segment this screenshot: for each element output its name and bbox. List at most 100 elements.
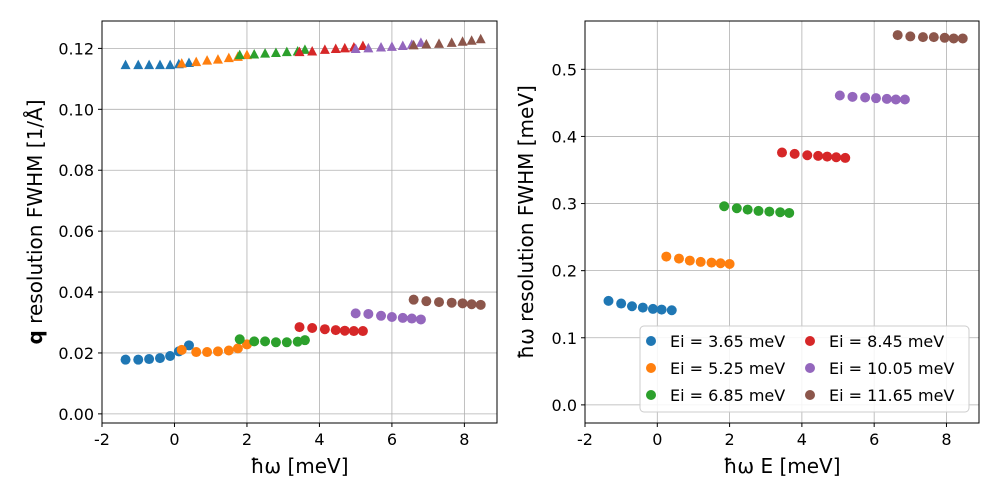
left-point-circle <box>434 297 445 308</box>
left-ytick-label: 0.12 <box>58 39 94 58</box>
legend-label: Ei = 8.45 meV <box>829 332 944 351</box>
left-ytick-label: 0.00 <box>58 405 94 424</box>
right-series-3 <box>719 201 795 218</box>
right-xtick-label: 4 <box>797 430 807 449</box>
right-point <box>673 253 684 264</box>
right-point <box>802 150 813 161</box>
right-point <box>860 92 871 103</box>
left-series-5 <box>350 37 426 325</box>
right-point <box>775 207 786 218</box>
left-point-triangle <box>281 46 292 57</box>
right-point <box>719 201 730 212</box>
left-point-circle <box>202 347 213 358</box>
legend-item: Ei = 11.65 meV <box>805 386 954 405</box>
left-ytick-label: 0.06 <box>58 222 94 241</box>
right-point <box>753 205 764 216</box>
right-point <box>777 147 787 158</box>
legend-box <box>639 325 970 413</box>
left-point-triangle <box>299 44 310 54</box>
left-point-circle <box>133 354 144 365</box>
right-point <box>706 257 717 268</box>
legend-item: Ei = 6.85 meV <box>646 386 785 405</box>
right-xtick-label: 0 <box>652 430 662 449</box>
left-point-circle <box>421 296 432 307</box>
legend-label: Ei = 11.65 meV <box>829 386 954 405</box>
right-ytick-label: 0.5 <box>552 60 577 79</box>
left-ylabel-bold: q <box>23 330 47 344</box>
left-point-triangle <box>133 59 144 70</box>
right-point <box>616 298 627 309</box>
right-point <box>881 93 892 104</box>
left-point-circle <box>457 298 468 309</box>
left-plot: -2 0 2 4 6 8 0.00 0.02 0.04 0.06 0.08 0.10 0.12 ħω [m… <box>23 20 498 478</box>
left-ytick-label: 0.02 <box>58 344 94 363</box>
left-ylabel-text: resolution FWHM [1/Å] <box>23 99 47 330</box>
left-point-triangle <box>376 41 387 52</box>
left-point-circle <box>307 322 318 333</box>
left-point-circle <box>330 325 341 336</box>
right-ytick-label: 0.3 <box>552 195 577 214</box>
left-xtick-label: 4 <box>314 430 324 449</box>
left-point-triangle <box>307 45 318 56</box>
left-point-triangle <box>339 42 350 53</box>
left-point-circle <box>397 312 408 323</box>
right-point <box>742 204 753 215</box>
right-series-1 <box>603 295 677 316</box>
left-point-triangle <box>408 39 419 50</box>
left-point-triangle <box>363 42 374 53</box>
left-point-circle <box>406 313 417 324</box>
right-point <box>715 258 726 269</box>
left-point-circle <box>176 344 187 355</box>
left-point-triangle <box>434 38 445 48</box>
right-point <box>764 206 775 217</box>
left-point-circle <box>376 310 387 321</box>
legend-item: Ei = 10.05 meV <box>805 359 954 378</box>
left-ytick-label: 0.04 <box>58 283 94 302</box>
left-point-triangle <box>457 36 468 46</box>
right-series-4 <box>777 147 851 163</box>
right-xtick-label: 2 <box>724 430 734 449</box>
left-xlabel: ħω [meV] <box>250 454 348 478</box>
legend-marker <box>646 363 656 373</box>
legend-item: Ei = 3.65 meV <box>646 332 785 351</box>
right-frame <box>584 20 980 424</box>
right-plot: -2 0 2 4 6 8 0.0 0.1 0.2 0.3 0.4 0.5 ħω E [meV] ħω re… <box>514 20 980 478</box>
left-point-circle <box>339 325 350 336</box>
left-point-triangle <box>357 40 368 50</box>
right-series-5 <box>834 90 910 105</box>
left-point-circle <box>260 336 271 347</box>
right-point <box>905 31 916 42</box>
left-series-2 <box>176 49 252 358</box>
left-point-triangle <box>165 59 176 70</box>
right-point <box>870 93 881 104</box>
left-point-circle <box>357 326 368 337</box>
right-ytick-label: 0.0 <box>552 396 577 415</box>
legend-marker <box>646 336 656 346</box>
right-point <box>957 33 968 44</box>
left-point-triangle <box>176 58 187 68</box>
left-point-triangle <box>154 59 165 70</box>
left-point-triangle <box>397 40 408 50</box>
legend-marker <box>646 390 656 400</box>
left-xtick-label: 6 <box>387 430 397 449</box>
left-point-circle <box>232 343 243 354</box>
right-xlabel: ħω E [meV] <box>723 454 840 478</box>
right-point <box>656 304 667 315</box>
left-point-circle <box>120 354 131 365</box>
left-point-triangle <box>234 49 245 60</box>
right-point <box>831 152 842 163</box>
left-point-triangle <box>270 47 281 57</box>
right-xtick-label: -2 <box>577 430 593 449</box>
right-point <box>834 90 845 101</box>
right-point <box>626 301 637 312</box>
left-point-triangle <box>294 46 305 57</box>
left-point-circle <box>475 299 486 310</box>
left-series-1 <box>120 57 194 365</box>
legend-item: Ei = 8.45 meV <box>805 332 944 351</box>
left-point-triangle <box>183 57 194 68</box>
left-point-circle <box>191 347 202 358</box>
left-xtick-label: 0 <box>169 430 179 449</box>
right-point <box>939 32 950 43</box>
right-point <box>666 305 677 316</box>
